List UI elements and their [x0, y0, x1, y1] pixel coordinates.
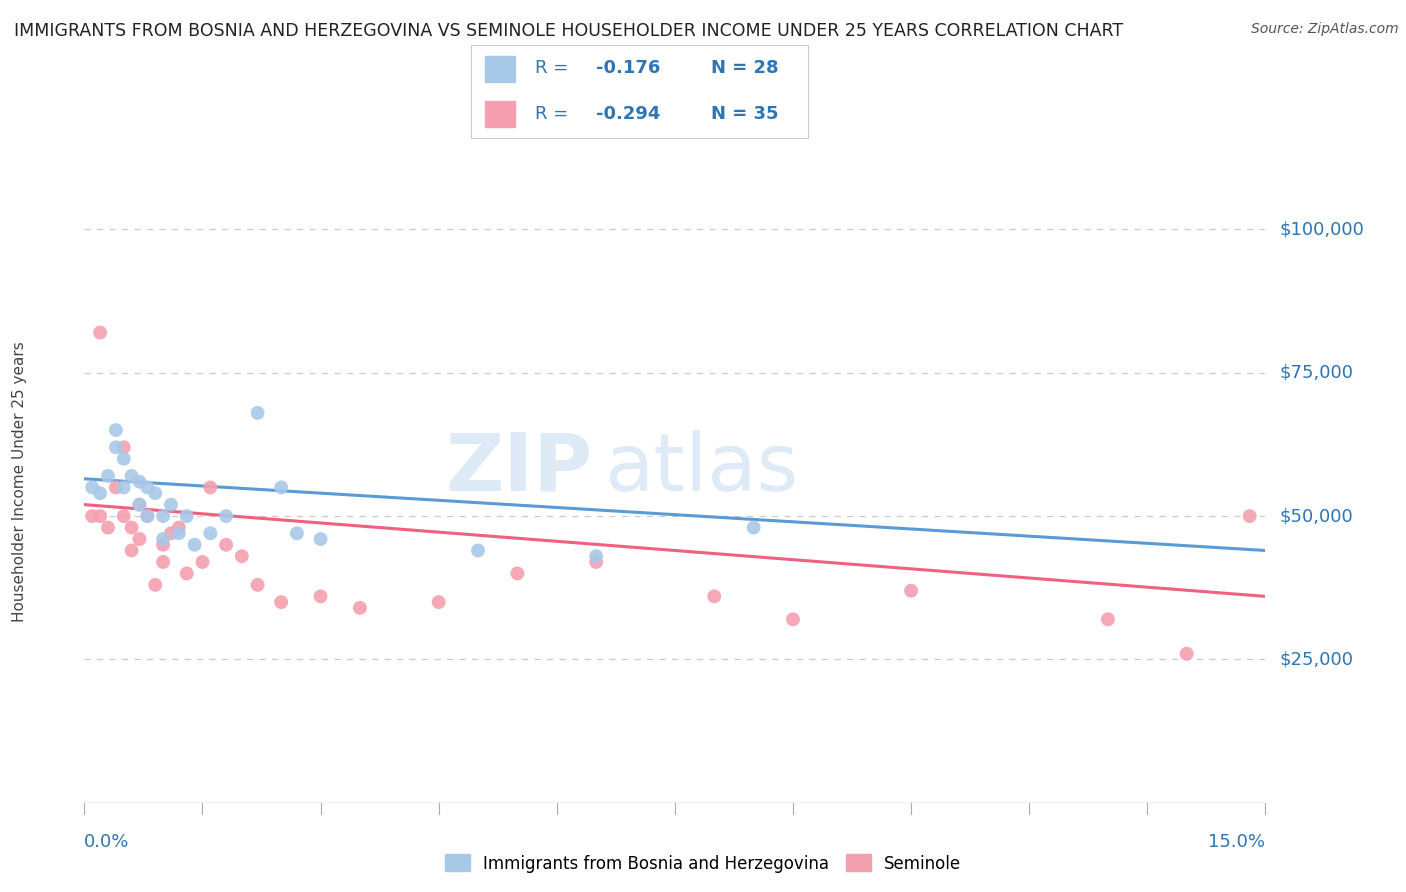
Point: [427, 595, 450, 609]
Point: [104, 423, 127, 437]
Point: [742, 520, 765, 534]
Point: [143, 578, 166, 592]
Point: [200, 526, 222, 541]
Text: ZIP: ZIP: [444, 430, 592, 508]
Point: [215, 509, 238, 524]
Text: -0.294: -0.294: [596, 105, 661, 123]
Point: [270, 595, 292, 609]
Point: [231, 549, 253, 564]
Point: [160, 526, 183, 541]
Point: [97, 520, 120, 534]
Point: [112, 480, 135, 494]
Point: [285, 526, 308, 541]
Text: N = 28: N = 28: [710, 60, 778, 78]
Point: [183, 538, 205, 552]
Text: 15.0%: 15.0%: [1208, 833, 1265, 851]
Point: [104, 440, 127, 454]
Point: [506, 566, 529, 581]
Point: [585, 549, 607, 564]
Point: [128, 498, 150, 512]
Point: [160, 498, 183, 512]
Point: [467, 543, 489, 558]
Point: [200, 480, 222, 494]
Point: [136, 509, 159, 524]
Text: IMMIGRANTS FROM BOSNIA AND HERZEGOVINA VS SEMINOLE HOUSEHOLDER INCOME UNDER 25 Y: IMMIGRANTS FROM BOSNIA AND HERZEGOVINA V…: [14, 22, 1123, 40]
Text: N = 35: N = 35: [710, 105, 778, 123]
Point: [104, 480, 127, 494]
Point: [121, 520, 143, 534]
Point: [143, 486, 166, 500]
Point: [112, 509, 135, 524]
Point: [89, 509, 111, 524]
Point: [270, 480, 292, 494]
Text: -0.176: -0.176: [596, 60, 661, 78]
Point: [136, 509, 159, 524]
Point: [585, 555, 607, 569]
Bar: [485, 56, 515, 82]
Point: [191, 555, 214, 569]
Point: [152, 509, 174, 524]
Point: [89, 326, 111, 340]
Text: $100,000: $100,000: [1279, 220, 1364, 238]
Text: $75,000: $75,000: [1279, 364, 1354, 382]
Point: [176, 509, 198, 524]
Text: $50,000: $50,000: [1279, 507, 1353, 525]
Text: R =: R =: [536, 105, 574, 123]
Text: 0.0%: 0.0%: [84, 833, 129, 851]
Point: [121, 469, 143, 483]
Point: [349, 600, 371, 615]
Point: [215, 538, 238, 552]
Point: [900, 583, 922, 598]
Point: [309, 532, 332, 546]
Point: [136, 480, 159, 494]
Point: [152, 555, 174, 569]
Point: [782, 612, 804, 626]
Point: [1239, 509, 1261, 524]
Text: Householder Income Under 25 years: Householder Income Under 25 years: [11, 342, 27, 622]
Point: [82, 509, 104, 524]
Point: [97, 469, 120, 483]
Point: [1097, 612, 1119, 626]
Point: [128, 532, 150, 546]
Point: [309, 590, 332, 604]
Text: R =: R =: [536, 60, 574, 78]
Point: [121, 543, 143, 558]
Point: [112, 451, 135, 466]
Point: [152, 532, 174, 546]
Point: [82, 480, 104, 494]
Legend: Immigrants from Bosnia and Herzegovina, Seminole: Immigrants from Bosnia and Herzegovina, …: [439, 847, 967, 880]
Point: [89, 486, 111, 500]
Text: Source: ZipAtlas.com: Source: ZipAtlas.com: [1251, 22, 1399, 37]
Text: atlas: atlas: [605, 430, 799, 508]
Text: $25,000: $25,000: [1279, 650, 1354, 668]
Bar: [485, 101, 515, 127]
Point: [128, 475, 150, 489]
Point: [128, 498, 150, 512]
Point: [1175, 647, 1198, 661]
Point: [167, 526, 190, 541]
Point: [246, 578, 269, 592]
Point: [112, 440, 135, 454]
Point: [246, 406, 269, 420]
Point: [152, 538, 174, 552]
Point: [703, 590, 725, 604]
Point: [167, 520, 190, 534]
Point: [176, 566, 198, 581]
